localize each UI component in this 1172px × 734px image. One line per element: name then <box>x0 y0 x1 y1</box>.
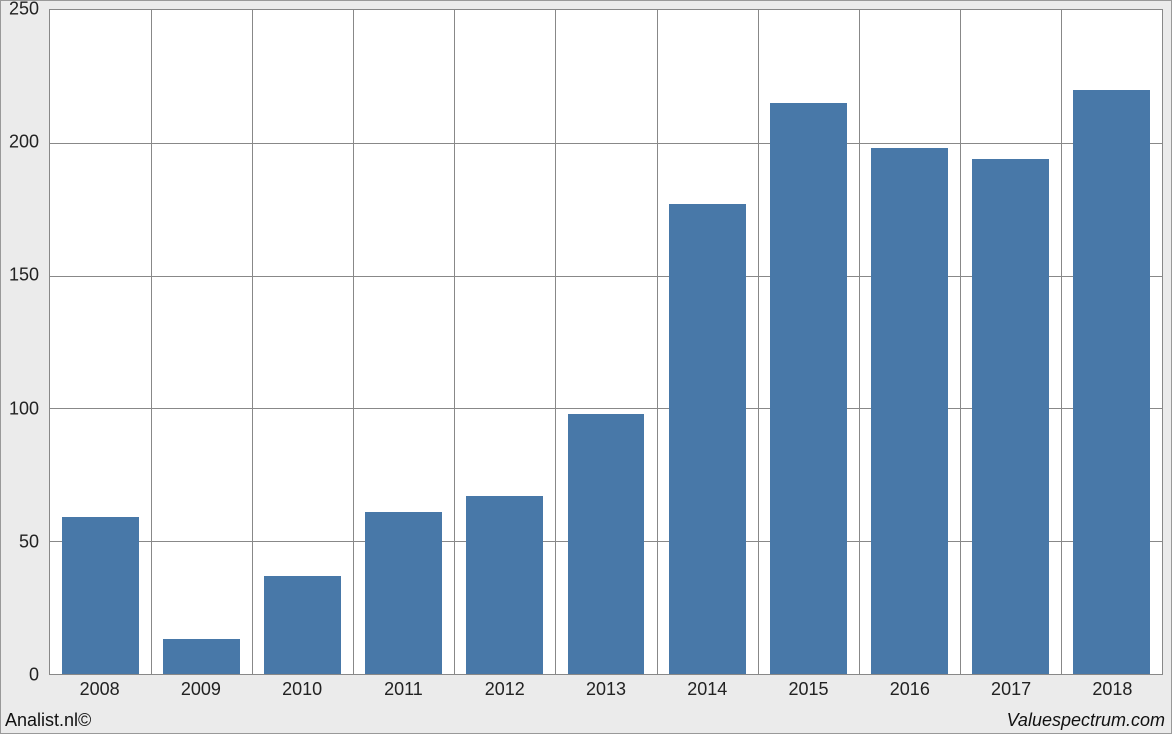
bar <box>1073 90 1150 674</box>
bar <box>568 414 645 674</box>
x-tick-label: 2012 <box>485 679 525 700</box>
x-tick-label: 2016 <box>890 679 930 700</box>
x-tick-label: 2011 <box>384 679 423 700</box>
x-tick-label: 2014 <box>687 679 727 700</box>
footer-left-text: Analist.nl© <box>5 710 91 731</box>
bar <box>770 103 847 674</box>
chart-container: 0 50 100 150 200 250 2008 2009 2010 2011 2012 2013… <box>0 0 1172 734</box>
y-axis-labels: 050100150200250 <box>1 9 45 675</box>
bar <box>669 204 746 674</box>
bar <box>163 639 240 674</box>
x-tick-label: 2013 <box>586 679 626 700</box>
x-tick-label: 2009 <box>181 679 221 700</box>
bar <box>972 159 1049 674</box>
plot-area <box>49 9 1163 675</box>
x-tick-label: 2008 <box>80 679 120 700</box>
y-tick-label: 200 <box>9 132 39 153</box>
y-tick-label: 250 <box>9 0 39 20</box>
chart-footer: Analist.nl© Valuespectrum.com <box>5 707 1165 731</box>
x-tick-label: 2010 <box>282 679 322 700</box>
y-tick-label: 100 <box>9 398 39 419</box>
bar <box>871 148 948 674</box>
y-tick-label: 0 <box>29 665 39 686</box>
x-axis-labels: 2008 2009 2010 2011 2012 2013 2014 2015 2016 2017… <box>49 679 1163 705</box>
bar <box>365 512 442 674</box>
y-tick-label: 150 <box>9 265 39 286</box>
footer-right-text: Valuespectrum.com <box>1007 710 1165 731</box>
y-tick-label: 50 <box>19 531 39 552</box>
bar <box>466 496 543 674</box>
x-tick-label: 2017 <box>991 679 1031 700</box>
bars-group <box>50 10 1162 674</box>
x-tick-label: 2018 <box>1092 679 1132 700</box>
bar <box>62 517 139 674</box>
x-tick-label: 2015 <box>789 679 829 700</box>
bar <box>264 576 341 674</box>
